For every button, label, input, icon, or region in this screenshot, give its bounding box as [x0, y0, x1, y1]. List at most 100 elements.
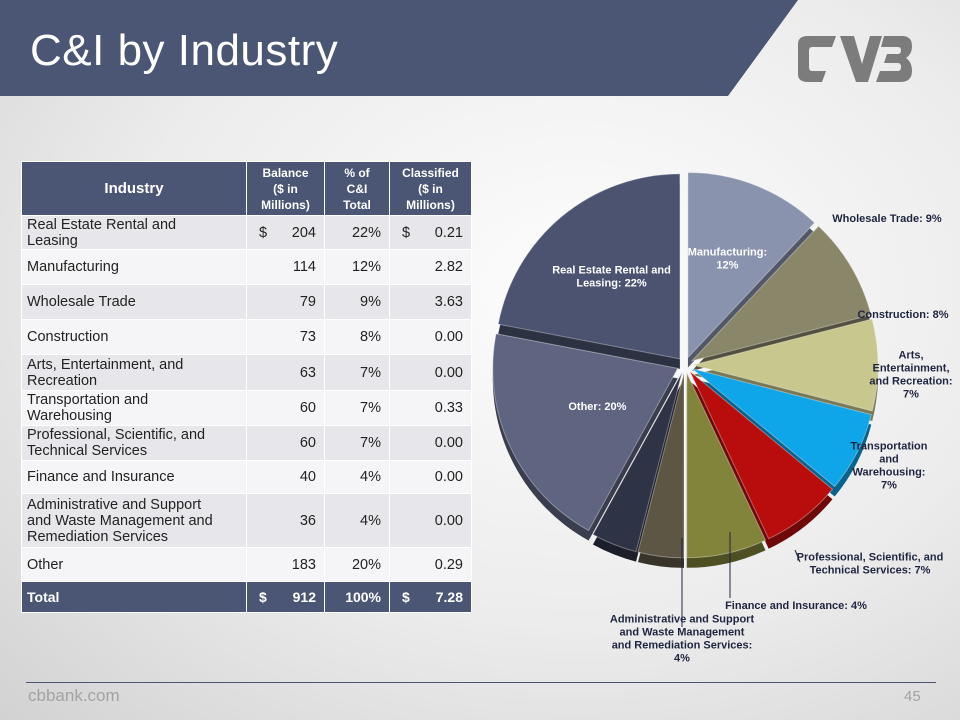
classified-cell: 0.00	[389, 354, 472, 391]
header-classified: Classified ($ in Millions)	[389, 161, 472, 216]
total-classified-cell: $7.28	[389, 581, 472, 613]
pie-label-arts-entertainment-and-recreation: Arts, Entertainment, and Recreation: 7%	[869, 350, 952, 401]
balance-cell: 36	[246, 493, 325, 548]
pie-label-line: Technical Services: 7%	[810, 565, 931, 577]
pie-label-construction: Construction: 8%	[857, 309, 948, 321]
pie-slices-layer	[492, 172, 879, 559]
pie-slice-administrative-and-support-and-waste-management-and-remediation-services	[592, 372, 683, 553]
pie-label-manufacturing: Manufacturing: 12%	[688, 246, 767, 271]
industry-cell: Wholesale Trade	[21, 284, 247, 320]
industry-cell: Administrative and Support and Waste Mana…	[21, 493, 247, 548]
header-industry: Industry	[21, 161, 247, 216]
total-balance-value: 912	[292, 589, 316, 605]
table-row: Construction 73 8% 0.00	[21, 319, 472, 355]
pct-cell: 8%	[324, 319, 390, 355]
pie-label-line: Manufacturing:	[688, 246, 767, 258]
classified-cell: $0.21	[389, 215, 472, 250]
dollar-sign: $	[402, 589, 410, 605]
table-row: Administrative and Support and Waste Mana…	[21, 493, 472, 548]
balance-cell: 183	[246, 547, 325, 582]
header-pct-line: C&I	[346, 181, 368, 196]
pie-label-professional-scientific-and-technical-services: Professional, Scientific, and Technical S…	[797, 552, 944, 577]
table-row: Wholesale Trade 79 9% 3.63	[21, 284, 472, 320]
pie-label-line: 4%	[674, 653, 690, 665]
balance-cell: 73	[246, 319, 325, 355]
industry-cell: Finance and Insurance	[21, 460, 247, 494]
industry-cell: Arts, Entertainment, and Recreation	[21, 354, 247, 391]
footer-website: cbbank.com	[28, 686, 120, 705]
pie-slice-real-estate-rental-and-leasing	[497, 173, 681, 360]
leader-line-professional-scientific-and-technical-services	[794, 549, 801, 563]
pie-label-line: 12%	[716, 259, 738, 271]
table-row: Other 183 20% 0.29	[21, 547, 472, 582]
pie-labels-layer: Manufacturing: 12% Wholesale Trade: 9% Cons…	[552, 213, 952, 665]
classified-cell: 0.00	[389, 460, 472, 494]
pie-label-wholesale-trade: Wholesale Trade: 9%	[832, 213, 942, 225]
pct-cell: 20%	[324, 547, 390, 582]
total-label: Total	[21, 581, 247, 613]
industry-pie-chart: Manufacturing: 12% Wholesale Trade: 9% Cons…	[492, 172, 953, 665]
pie-label-line: Wholesale Trade: 9%	[832, 213, 942, 225]
pie-slice-wholesale-trade	[690, 225, 872, 362]
pie-label-line: Leasing: 22%	[576, 278, 647, 290]
pct-cell: 4%	[324, 460, 390, 494]
pie-label-line: Administrative and Support	[610, 614, 755, 626]
header-pct: % of C&I Total	[324, 161, 390, 216]
classified-cell: 3.63	[389, 284, 472, 320]
table-row: Arts, Entertainment, and Recreation 63 7%…	[21, 354, 472, 391]
pie-label-line: and	[879, 454, 899, 466]
pie-slice-arts-entertainment-and-recreation	[691, 368, 872, 488]
balance-cell: 114	[246, 249, 325, 285]
header-classified-line: ($ in	[418, 181, 443, 196]
pie-label-line: 7%	[881, 480, 897, 492]
footer-divider	[26, 682, 936, 683]
header-balance: Balance ($ in Millions)	[246, 161, 325, 216]
total-balance-cell: $912	[246, 581, 325, 613]
pct-cell: 22%	[324, 215, 390, 250]
industry-cell: Manufacturing	[21, 249, 247, 285]
pie-label-line: Finance and Insurance: 4%	[725, 600, 867, 612]
table-row: Finance and Insurance 40 4% 0.00	[21, 460, 472, 494]
industry-cell: Professional, Scientific, and Technical S…	[21, 425, 247, 461]
table-total-row: Total $912 100% $7.28	[21, 581, 472, 613]
pie-label-transportation-and-warehousing: Transportation and Warehousing: 7%	[850, 441, 927, 492]
pie-label-line: Professional, Scientific, and	[797, 552, 944, 564]
pie-label-other: Other: 20%	[568, 401, 626, 413]
pie-label-line: Warehousing:	[853, 467, 926, 479]
pie-slice-finance-and-insurance	[637, 372, 685, 559]
table-row: Manufacturing 114 12% 2.82	[21, 249, 472, 285]
pie-slice-manufacturing	[687, 172, 816, 359]
page-number: 45	[904, 688, 921, 705]
title-banner	[0, 0, 798, 96]
header-classified-line: Classified	[402, 165, 459, 180]
classified-value: 0.21	[434, 224, 463, 241]
industry-cell: Other	[21, 547, 247, 582]
classified-cell: 2.82	[389, 249, 472, 285]
dollar-sign: $	[402, 224, 411, 241]
pie-slice-construction	[692, 318, 879, 412]
dollar-sign: $	[259, 224, 268, 241]
banner-shape	[0, 0, 798, 96]
header-pct-line: Total	[343, 197, 371, 212]
total-classified-value: 7.28	[435, 589, 463, 605]
header-pct-line: % of	[344, 165, 370, 180]
industry-cell: Real Estate Rental and Leasing	[21, 215, 247, 250]
header-balance-line: Millions)	[261, 197, 310, 212]
header-balance-line: ($ in	[273, 181, 298, 196]
pie-label-line: Real Estate Rental and	[552, 265, 671, 277]
pie-label-line: Other: 20%	[568, 401, 626, 413]
balance-cell: $204	[246, 215, 325, 250]
header-classified-line: Millions)	[406, 197, 455, 212]
balance-cell: 60	[246, 425, 325, 461]
pie-leader-lines	[681, 532, 801, 627]
pie-label-line: Arts,	[898, 350, 923, 362]
pct-cell: 7%	[324, 425, 390, 461]
pie-label-administrative-and-support-and-waste-management-and-remediation-services: Administrative and Support and Waste Mana…	[610, 614, 755, 665]
pie-slice-professional-scientific-and-technical-services	[686, 372, 767, 559]
header-balance-line: Balance	[262, 165, 309, 180]
balance-cell: 60	[246, 390, 325, 426]
pct-cell: 7%	[324, 390, 390, 426]
pct-cell: 12%	[324, 249, 390, 285]
table-row: Professional, Scientific, and Technical S…	[21, 425, 472, 461]
pie-label-line: and Recreation:	[869, 376, 952, 388]
